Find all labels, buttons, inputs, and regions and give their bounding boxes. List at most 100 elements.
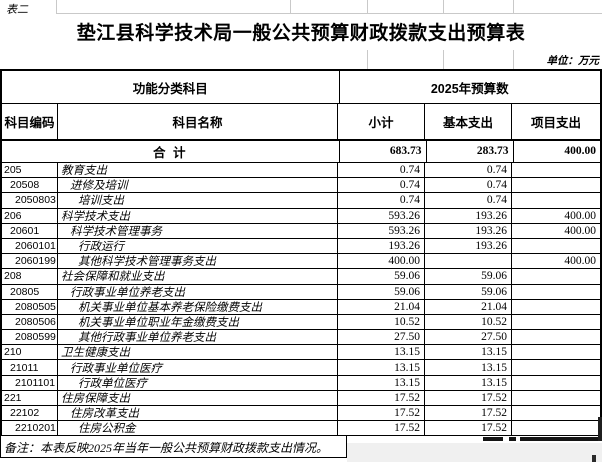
- header-subtotal: 小计: [338, 104, 425, 139]
- subject-name: 行政运行: [58, 238, 338, 254]
- basic-expense-value: 13.15: [425, 375, 512, 390]
- table-body: 205 教育支出 0.74 0.74 20508 进修及培训 0.74 0.74…: [2, 162, 600, 436]
- basic-expense-value: 0.74: [425, 178, 512, 193]
- subject-code: 205: [2, 163, 58, 178]
- basic-expense-value: 17.52: [425, 406, 512, 421]
- project-expense-value: 400.00: [564, 209, 596, 222]
- table-row: 20508 进修及培训 0.74 0.74: [2, 177, 600, 193]
- project-expense-value: [512, 330, 600, 344]
- basic-expense-value: 13.15: [425, 345, 512, 360]
- subtotal-value: 17.52: [338, 406, 425, 421]
- project-expense-value: [512, 315, 600, 329]
- basic-expense-value: 59.06: [425, 284, 512, 299]
- project-expense-value: [512, 376, 600, 390]
- subject-code: 2060101: [2, 238, 58, 254]
- gridline: [513, 50, 514, 69]
- subtotal-value: 13.15: [338, 375, 425, 390]
- header-function-classification: 功能分类科目: [2, 71, 340, 103]
- basic-expense-value: 10.52: [425, 314, 512, 330]
- project-expense-value: 400.00: [564, 224, 596, 237]
- subject-code: 2080505: [2, 299, 58, 314]
- project-expense-value: [512, 285, 600, 299]
- gridline: [443, 0, 444, 14]
- subject-name: 机关事业单位基本养老保险缴费支出: [58, 299, 338, 314]
- subtotal-value: 0.74: [338, 178, 425, 193]
- table-header-column-row: 科目编码 科目名称 小计 基本支出 项目支出: [2, 103, 600, 139]
- subject-code: 21011: [2, 360, 58, 375]
- subject-code: 221: [2, 390, 58, 405]
- basic-expense-value: 59.06: [425, 269, 512, 284]
- table-row: 206 科学技术支出 593.26 193.26 400.00: [2, 207, 600, 223]
- project-expense-value: [512, 406, 600, 420]
- subtotal-value: 593.26: [338, 223, 425, 238]
- gridline: [56, 0, 57, 14]
- budget-table: 功能分类科目 2025年预算数 科目编码 科目名称 小计 基本支出 项目支出 合…: [0, 69, 602, 437]
- table-row: 2050803 培训支出 0.74 0.74: [2, 192, 600, 208]
- basic-expense-value: 13.15: [425, 360, 512, 375]
- basic-expense-value: 0.74: [425, 193, 512, 208]
- gridline: [513, 0, 514, 14]
- remark-note: 备注：本表反映2025年当年一般公共预算财政拨款支出情况。: [0, 436, 347, 458]
- gridline: [443, 50, 444, 69]
- gridline: [367, 0, 368, 14]
- subtotal-value: 21.04: [338, 299, 425, 314]
- table-row: 2080599 其他行政事业单位养老支出 27.50 27.50: [2, 329, 600, 345]
- subject-name: 行政事业单位养老支出: [58, 284, 338, 299]
- subject-code: 2101101: [2, 375, 58, 390]
- subtotal-value: 59.06: [338, 284, 425, 299]
- subtotal-value: 13.15: [338, 360, 425, 375]
- page-break-dashed-line: [483, 436, 602, 441]
- subject-name: 住房保障支出: [58, 390, 338, 405]
- subject-name: 卫生健康支出: [58, 345, 338, 360]
- total-subtotal-value: 683.73: [340, 140, 427, 162]
- basic-expense-value: 193.26: [425, 208, 512, 223]
- subject-code: 20805: [2, 284, 58, 299]
- table-row: 20805 行政事业单位养老支出 59.06 59.06: [2, 283, 600, 299]
- subject-name: 社会保障和就业支出: [58, 269, 338, 284]
- subject-name: 住房公积金: [58, 421, 338, 436]
- subject-code: 2060199: [2, 254, 58, 269]
- gridline: [367, 50, 368, 69]
- basic-expense-value: 193.26: [425, 223, 512, 238]
- subject-name: 进修及培训: [58, 178, 338, 193]
- project-expense-value: [512, 269, 600, 283]
- subject-name: 机关事业单位职业年金缴费支出: [58, 314, 338, 330]
- project-expense-value: [512, 391, 600, 405]
- total-basic-expense-value: 283.73: [427, 140, 514, 162]
- subject-name: 科学技术支出: [58, 208, 338, 223]
- subject-code: 210: [2, 345, 58, 360]
- table-row: 221 住房保障支出 17.52 17.52: [2, 389, 600, 405]
- project-expense-value: 400.00: [564, 255, 596, 268]
- header-subject-name: 科目名称: [58, 104, 338, 139]
- basic-expense-value: 21.04: [425, 299, 512, 314]
- page-break-right-bar: [597, 417, 602, 441]
- project-expense-value: [512, 360, 600, 374]
- table-row: 22102 住房改革支出 17.52 17.52: [2, 405, 600, 421]
- subtotal-value: 593.26: [338, 208, 425, 223]
- table-header-group-row: 功能分类科目 2025年预算数: [2, 71, 600, 103]
- subtotal-value: 17.52: [338, 390, 425, 405]
- header-budget-2025: 2025年预算数: [430, 81, 509, 96]
- basic-expense-value: 0.74: [425, 163, 512, 178]
- header-subject-code: 科目编码: [2, 104, 58, 139]
- subject-name: 教育支出: [58, 163, 338, 178]
- project-expense-value: [512, 421, 600, 435]
- table-row: 21011 行政事业单位医疗 13.15 13.15: [2, 359, 600, 375]
- table-row: 2060199 其他科学技术管理事务支出 400.00 400.00: [2, 253, 600, 269]
- table-row: 210 卫生健康支出 13.15 13.15: [2, 344, 600, 360]
- table-row: 2060101 行政运行 193.26 193.26: [2, 237, 600, 254]
- basic-expense-value: 27.50: [425, 330, 512, 345]
- project-expense-value: [512, 345, 600, 359]
- page-break-tick: [592, 455, 596, 462]
- page-title: 垫江县科学技术局一般公共预算财政拨款支出预算表: [76, 23, 526, 44]
- total-project-expense-value: 400.00: [564, 145, 596, 158]
- project-expense-value: [512, 300, 600, 314]
- subject-code: 20601: [2, 223, 58, 238]
- subject-code: 2050803: [2, 193, 58, 208]
- sheet-top-strip: 表二: [0, 0, 602, 16]
- subject-code: 2080599: [2, 330, 58, 345]
- subtotal-value: 0.74: [338, 163, 425, 178]
- subject-code: 206: [2, 208, 58, 223]
- subject-code: 20508: [2, 178, 58, 193]
- subtotal-value: 400.00: [338, 254, 425, 269]
